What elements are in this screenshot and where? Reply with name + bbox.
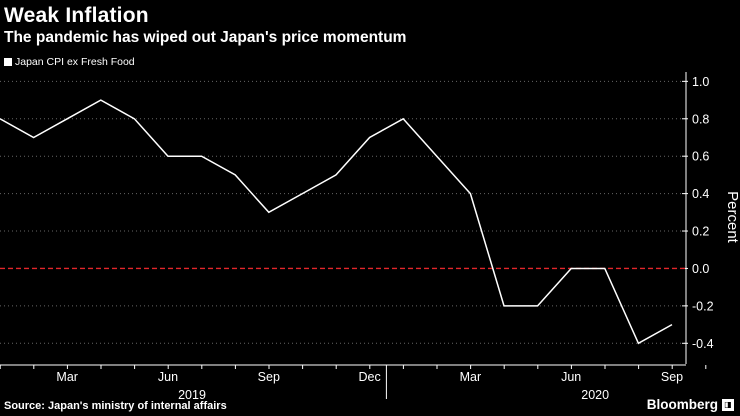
y-tick-label: 1.0 bbox=[692, 75, 709, 89]
brand-logo: Bloomberg bbox=[646, 397, 718, 412]
brand-mark-icon: ◨ bbox=[722, 399, 734, 411]
x-year-label: 2020 bbox=[581, 388, 609, 402]
y-tick-label: 0.4 bbox=[692, 187, 709, 201]
y-tick-label: 0.6 bbox=[692, 150, 709, 164]
y-tick-label: 0.0 bbox=[692, 262, 709, 276]
chart-title: Weak Inflation bbox=[4, 4, 149, 27]
y-tick-label: -0.2 bbox=[692, 299, 714, 313]
x-tick-label: Jun bbox=[158, 370, 178, 384]
x-tick-label: Jun bbox=[561, 370, 581, 384]
y-tick-label: -0.4 bbox=[692, 337, 714, 351]
source-note: Source: Japan's ministry of internal aff… bbox=[4, 400, 227, 412]
cpi-series-line bbox=[0, 99, 673, 345]
x-year-label: 2019 bbox=[178, 388, 206, 402]
x-tick-label: Mar bbox=[56, 370, 78, 384]
legend-label: Japan CPI ex Fresh Food bbox=[15, 56, 135, 68]
y-tick-label: 0.2 bbox=[692, 225, 709, 239]
x-tick-label: Mar bbox=[460, 370, 482, 384]
legend-swatch bbox=[4, 58, 12, 66]
x-tick-label: Dec bbox=[358, 370, 380, 384]
y-axis-title: Percent bbox=[724, 191, 740, 244]
chart-subtitle: The pandemic has wiped out Japan's price… bbox=[4, 29, 407, 46]
y-tick-label: 0.8 bbox=[692, 112, 709, 126]
x-tick-label: Sep bbox=[661, 370, 683, 384]
x-tick-label: Sep bbox=[258, 370, 280, 384]
legend: Japan CPI ex Fresh Food bbox=[4, 56, 135, 68]
